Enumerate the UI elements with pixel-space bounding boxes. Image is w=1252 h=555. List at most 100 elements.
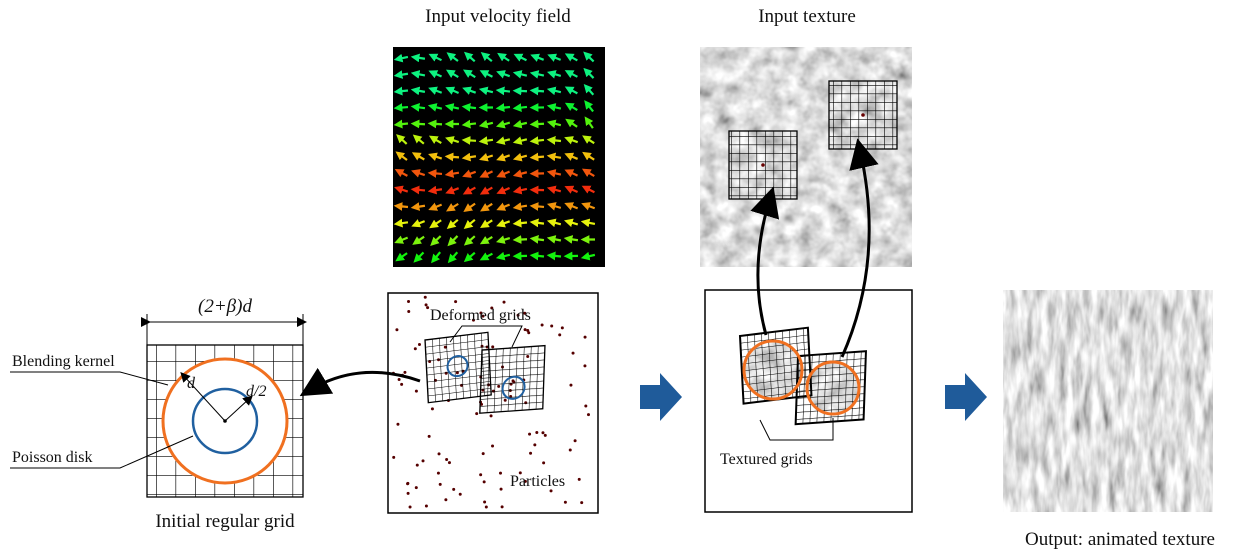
velocity-arrow [410,53,426,63]
velocity-arrow [512,136,528,145]
particle [560,326,564,330]
velocity-arrow [461,136,477,145]
velocity-arrow [529,235,545,244]
particle [584,404,588,408]
velocity-arrow [583,67,595,79]
particle [550,324,554,328]
particle [583,335,587,339]
velocity-arrow [478,86,494,96]
velocity-arrow [546,218,562,228]
textured-grids-label: Textured grids [720,451,813,468]
velocity-arrow [395,151,408,161]
particle [397,377,401,381]
particle [527,331,531,335]
velocity-arrow [428,202,443,211]
particle [444,498,448,502]
flow-arrow [945,373,987,421]
particle [423,295,427,299]
particle [528,432,532,436]
particle [481,314,485,318]
particle [563,500,567,504]
radius-d: d [187,375,196,392]
particle [426,306,430,310]
velocity-arrow [463,69,476,79]
particle [523,311,527,315]
velocity-arrow [478,119,494,129]
particles-label: Particles [510,473,565,490]
particle [526,328,530,332]
velocity-arrow [480,52,493,63]
particle [417,342,421,346]
velocity-arrow [564,70,578,79]
velocity-arrow [581,202,596,211]
velocity-arrow [512,235,528,244]
particle [484,505,488,509]
particle [414,389,418,393]
velocity-arrow [496,202,511,211]
velocity-arrow [393,53,409,63]
particle [483,500,487,504]
particle [500,505,504,509]
velocity-arrow [546,136,562,145]
velocity-arrow [410,185,426,195]
velocity-arrow [495,136,511,145]
velocity-arrow [513,53,527,62]
output-panel [1002,289,1214,513]
velocity-arrow [447,251,459,264]
velocity-arrow [463,51,476,63]
velocity-arrow [428,53,442,62]
velocity-arrow [427,103,443,112]
velocity-arrow [444,103,460,112]
particle [458,492,462,496]
particle [413,347,417,351]
particle [542,461,546,465]
velocity-arrow [395,252,408,262]
particle [452,487,456,491]
velocity-arrow [529,218,545,228]
velocity-arrow [478,136,494,145]
velocity-arrow [512,103,528,112]
particle [523,328,527,332]
velocity-arrow [495,251,511,261]
velocity-arrow [495,103,511,112]
velocity-arrow [564,136,579,145]
velocity-arrow [529,152,545,162]
velocity-arrow [410,202,426,211]
particle [396,422,400,426]
particle [481,452,485,456]
particle [580,501,584,505]
output-label: Output: animated texture [1025,529,1215,550]
velocity-arrow [512,185,528,195]
particle [523,479,527,483]
velocity-arrow [444,169,460,178]
velocity-arrow [583,51,595,63]
particle [445,458,449,462]
width-label: (2+β)d [198,296,252,317]
velocity-arrow [428,70,443,79]
velocity-arrow [530,53,545,62]
velocity-arrow [393,70,409,79]
velocity-arrow [479,186,493,195]
velocity-arrow [393,218,409,228]
velocity-arrow [430,235,442,246]
velocity-arrow [428,152,443,161]
particle [583,364,587,368]
velocity-arrow [461,103,477,112]
particle [516,313,520,317]
velocity-arrow [396,134,408,145]
velocity-arrow [583,83,595,96]
velocity-arrow [427,169,443,178]
velocity-arrow [412,235,425,245]
velocity-arrow [394,235,409,244]
velocity-arrow [411,152,425,161]
particle [407,299,411,303]
velocity-arrow [529,202,545,211]
velocity-arrow [564,53,578,62]
velocity-arrow [512,218,528,228]
particle [395,328,399,332]
flow-arrow [640,373,682,421]
velocity-arrow [480,202,493,212]
particle [543,433,547,437]
velocity-arrow [497,52,510,62]
